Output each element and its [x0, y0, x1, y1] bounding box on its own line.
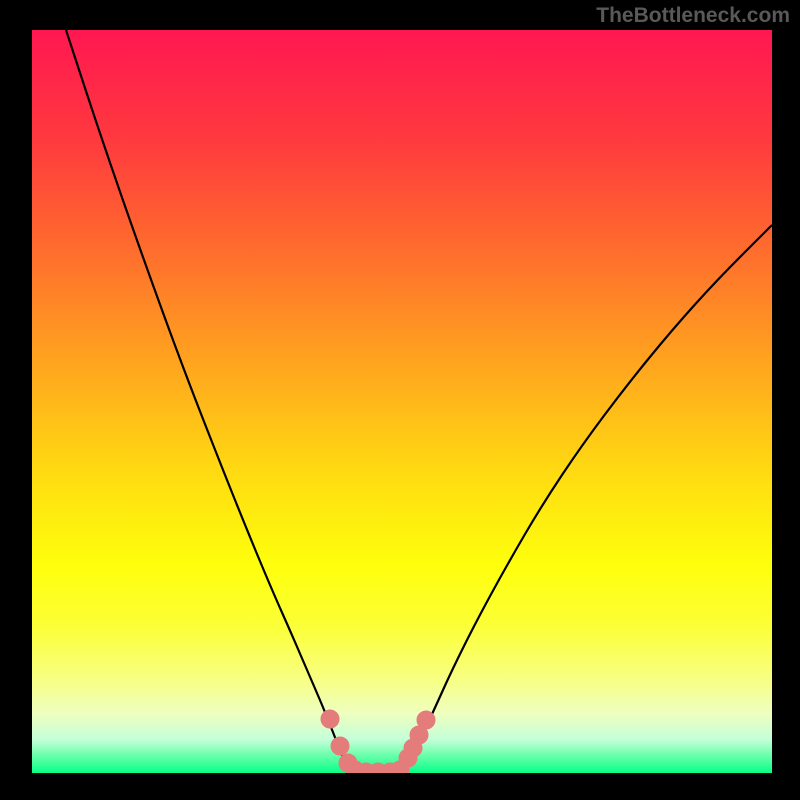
marker-dot [331, 737, 349, 755]
marker-dot [321, 710, 339, 728]
curve-right [402, 225, 772, 772]
plot-area [32, 30, 772, 773]
curve-left [66, 30, 352, 772]
watermark-text: TheBottleneck.com [596, 4, 790, 28]
markers-group [321, 710, 435, 773]
marker-dot [417, 711, 435, 729]
chart-container: TheBottleneck.com [0, 0, 800, 800]
chart-svg [32, 30, 772, 773]
